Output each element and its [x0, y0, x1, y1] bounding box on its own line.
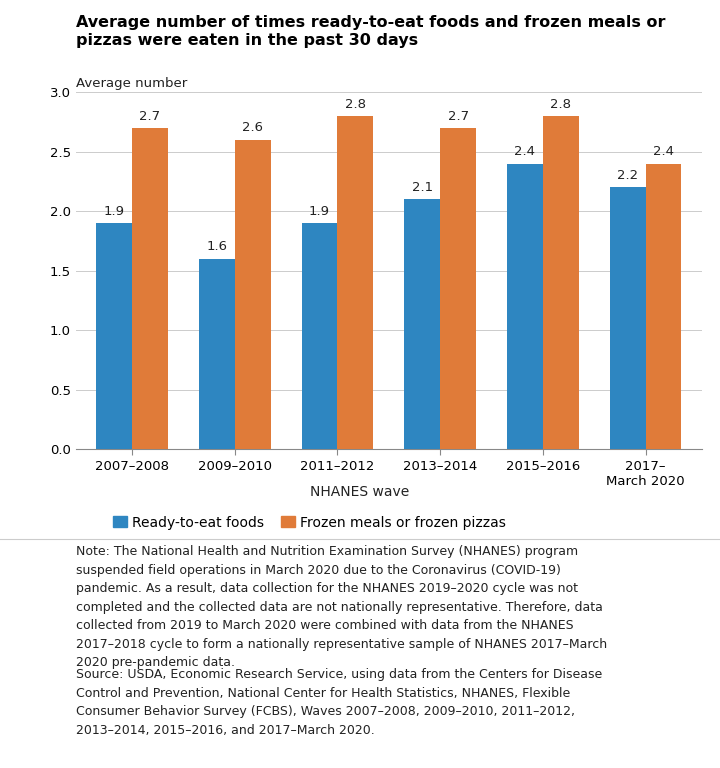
- Legend: Ready-to-eat foods, Frozen meals or frozen pizzas: Ready-to-eat foods, Frozen meals or froz…: [107, 510, 512, 535]
- Text: 2.4: 2.4: [653, 145, 674, 158]
- Text: 2.8: 2.8: [345, 98, 366, 111]
- Text: 2.6: 2.6: [242, 121, 264, 134]
- Bar: [646, 164, 681, 449]
- Text: 2.4: 2.4: [514, 145, 536, 158]
- Text: Average number: Average number: [76, 77, 187, 90]
- Text: 2.8: 2.8: [550, 98, 571, 111]
- Bar: [404, 199, 440, 449]
- Text: 1.6: 1.6: [207, 240, 228, 253]
- Bar: [302, 223, 338, 449]
- Bar: [610, 187, 646, 449]
- Bar: [507, 164, 543, 449]
- Bar: [338, 116, 374, 449]
- Bar: [440, 127, 476, 449]
- Bar: [235, 140, 271, 449]
- Bar: [199, 259, 235, 449]
- Text: 2.7: 2.7: [140, 110, 161, 123]
- Text: Average number of times ready-to-eat foods and frozen meals or: Average number of times ready-to-eat foo…: [76, 15, 665, 31]
- Text: Source: USDA, Economic Research Service, using data from the Centers for Disease: Source: USDA, Economic Research Service,…: [76, 668, 602, 737]
- Text: 2.2: 2.2: [617, 169, 638, 182]
- Bar: [96, 223, 132, 449]
- Text: Note: The National Health and Nutrition Examination Survey (NHANES) program
susp: Note: The National Health and Nutrition …: [76, 545, 607, 669]
- Text: pizzas were eaten in the past 30 days: pizzas were eaten in the past 30 days: [76, 33, 418, 48]
- Text: 1.9: 1.9: [309, 205, 330, 218]
- Text: 1.9: 1.9: [104, 205, 125, 218]
- Bar: [132, 127, 168, 449]
- Text: 2.7: 2.7: [448, 110, 469, 123]
- Text: 2.1: 2.1: [412, 181, 433, 194]
- Text: NHANES wave: NHANES wave: [310, 485, 410, 499]
- Bar: [543, 116, 579, 449]
